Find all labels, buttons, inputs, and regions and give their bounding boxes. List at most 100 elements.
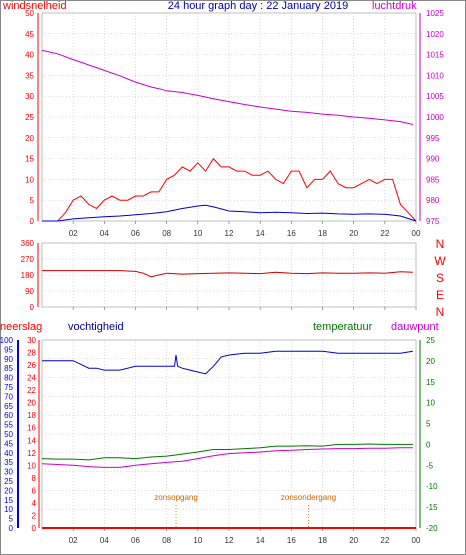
c1-left-tick: 35 xyxy=(25,71,34,80)
c3-vochtigheid-tick: 8 xyxy=(32,474,37,483)
c2-compass-label: N xyxy=(436,237,445,251)
c3-vochtigheid-tick: 12 xyxy=(27,449,36,458)
c3-hour-label: 14 xyxy=(256,536,265,545)
c1-hour-label: 22 xyxy=(380,229,389,238)
c3-neerslag-tick: 55 xyxy=(4,421,13,430)
c3-vochtigheid-tick: 6 xyxy=(32,486,37,495)
c1-right-tick: 980 xyxy=(426,196,440,205)
c2-compass-label: W xyxy=(434,254,446,268)
c1-hour-label: 06 xyxy=(131,229,140,238)
c3-vochtigheid-tick: 16 xyxy=(27,424,36,433)
c3-vochtigheid-tick: 22 xyxy=(27,386,36,395)
c3-temperature-tick: -20 xyxy=(426,524,438,533)
c3-neerslag-tick: 35 xyxy=(4,458,13,467)
c1-right-tick: 1015 xyxy=(426,51,444,60)
c1-right-tick: 1005 xyxy=(426,92,444,101)
c3-vochtigheid-tick: 4 xyxy=(32,499,37,508)
c1-left-tick: 30 xyxy=(25,92,34,101)
c3-neerslag-tick: 50 xyxy=(4,430,13,439)
c2-series-windrichting xyxy=(42,270,413,278)
c1-right-tick: 995 xyxy=(426,134,440,143)
c1-left-tick: 5 xyxy=(30,196,35,205)
c3-neerslag-tick: 90 xyxy=(4,355,13,364)
c1-left-tick: 10 xyxy=(25,175,34,184)
c3-sunrise-label: zonsopgang xyxy=(154,493,198,502)
c3-series-dauwpunt xyxy=(41,447,413,468)
c1-hour-label: 18 xyxy=(318,229,327,238)
climate-chart: 0510152025303540455055606570758085909510… xyxy=(0,336,438,545)
c3-hour-label: 22 xyxy=(380,536,389,545)
c1-right-tick: 975 xyxy=(426,217,440,226)
c1-left-tick: 50 xyxy=(25,9,34,18)
c3-vochtigheid-tick: 10 xyxy=(27,461,36,470)
c3-neerslag-tick: 5 xyxy=(9,515,14,524)
c1-left-tick: 25 xyxy=(25,113,34,122)
c3-hour-label: 04 xyxy=(100,536,109,545)
c1-right-tick: 1025 xyxy=(426,9,444,18)
c1-right-tick: 990 xyxy=(426,155,440,164)
c2-left-tick: 90 xyxy=(25,287,34,296)
luchtdruk-label: luchtdruk xyxy=(372,0,417,12)
c3-vochtigheid-tick: 24 xyxy=(27,374,36,383)
c1-right-tick: 985 xyxy=(426,175,440,184)
c1-hour-label: 16 xyxy=(287,229,296,238)
c1-hour-label: 00 xyxy=(412,229,421,238)
c3-vochtigheid-tick: 28 xyxy=(27,349,36,358)
c2-left-tick: 0 xyxy=(30,303,35,312)
c1-series-windsnelheid--gust- xyxy=(42,157,417,222)
c3-vochtigheid-tick: 20 xyxy=(27,399,36,408)
c3-neerslag-tick: 65 xyxy=(4,402,13,411)
c3-temperature-tick: 10 xyxy=(426,399,435,408)
c3-vochtigheid-tick: 18 xyxy=(27,411,36,420)
c3-vochtigheid-tick: 2 xyxy=(32,511,37,520)
c3-hour-label: 02 xyxy=(69,536,78,545)
c1-left-tick: 45 xyxy=(25,30,34,39)
c3-neerslag-tick: 95 xyxy=(4,345,13,354)
c1-left-tick: 40 xyxy=(25,51,34,60)
c3-temperature-tick: 0 xyxy=(426,440,431,449)
dauwpunt-label: dauwpunt xyxy=(391,321,439,333)
page-title: 24 hour graph day : 22 January 2019 xyxy=(168,0,348,12)
c3-vochtigheid-tick: 26 xyxy=(27,361,36,370)
c3-hour-label: 18 xyxy=(318,536,327,545)
c2-compass-label: E xyxy=(436,288,444,302)
c3-vochtigheid-tick: 0 xyxy=(32,524,37,533)
c2-left-tick: 270 xyxy=(21,255,35,264)
c3-neerslag-tick: 60 xyxy=(4,411,13,420)
c3-neerslag-tick: 75 xyxy=(4,383,13,392)
c3-hour-label: 08 xyxy=(162,536,171,545)
c3-hour-label: 20 xyxy=(349,536,358,545)
c3-temperature-tick: 20 xyxy=(426,357,435,366)
c3-vochtigheid-tick: 30 xyxy=(27,336,36,345)
c1-left-tick: 15 xyxy=(25,155,34,164)
c3-neerslag-tick: 10 xyxy=(4,505,13,514)
c3-neerslag-tick: 80 xyxy=(4,374,13,383)
c1-right-tick: 1000 xyxy=(426,113,444,122)
c1-right-tick: 1010 xyxy=(426,71,444,80)
c3-temperature-tick: 15 xyxy=(426,378,435,387)
c3-neerslag-tick: 100 xyxy=(0,336,14,345)
c3-temperature-tick: -10 xyxy=(426,482,438,491)
c2-left-tick: 180 xyxy=(21,271,35,280)
c1-hour-label: 10 xyxy=(193,229,202,238)
c1-hour-label: 12 xyxy=(225,229,234,238)
c1-hour-label: 08 xyxy=(162,229,171,238)
c3-neerslag-tick: 20 xyxy=(4,486,13,495)
c1-series-luchtdruk xyxy=(41,49,414,125)
c3-hour-label: 12 xyxy=(225,536,234,545)
c2-compass-label: S xyxy=(436,271,444,285)
c3-neerslag-tick: 45 xyxy=(4,439,13,448)
c1-series-windsnelheid--avg- xyxy=(42,204,417,222)
c3-neerslag-tick: 40 xyxy=(4,449,13,458)
c1-left-tick: 0 xyxy=(30,217,35,226)
c3-hour-label: 06 xyxy=(131,536,140,545)
c1-hour-label: 20 xyxy=(349,229,358,238)
neerslag-label: neerslag xyxy=(0,321,42,333)
windsnelheid-label: windsnelheid xyxy=(2,0,67,12)
c3-series-vochtigheid xyxy=(42,350,413,375)
c3-temperature-tick: -5 xyxy=(426,461,434,470)
c3-neerslag-tick: 30 xyxy=(4,468,13,477)
